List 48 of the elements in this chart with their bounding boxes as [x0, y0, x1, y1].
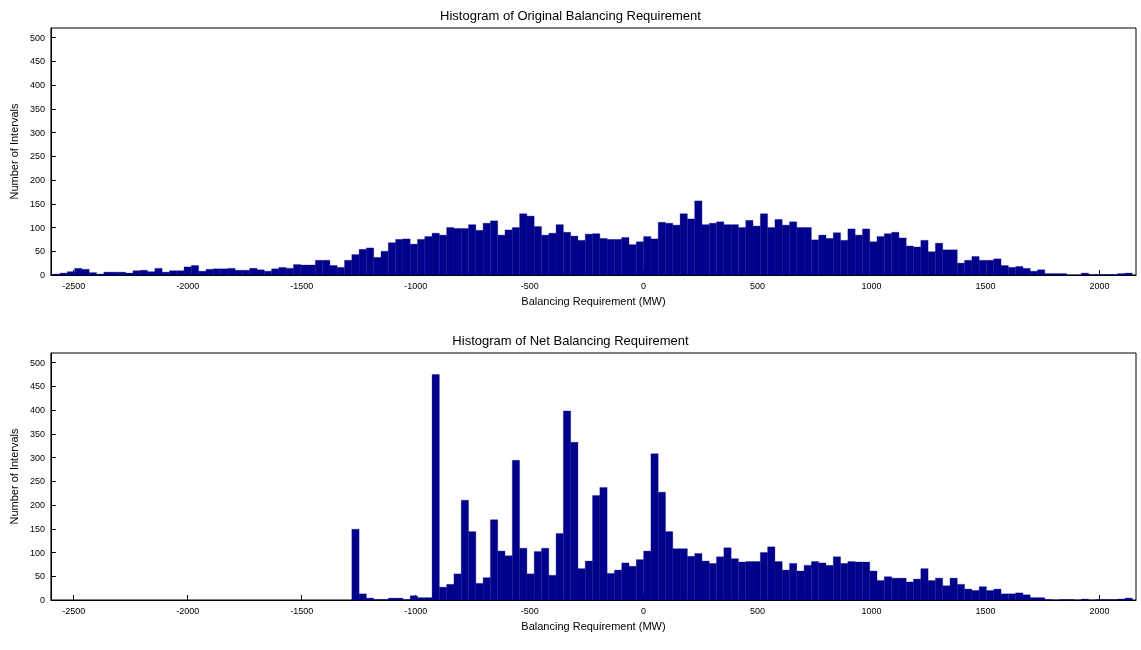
- x-tick-label: -2000: [176, 605, 200, 616]
- y-tick-label: 150: [29, 523, 45, 534]
- y-tick-label: 0: [39, 595, 45, 605]
- x-tick-label: 1000: [861, 280, 882, 291]
- y-tick-label: 100: [29, 222, 45, 233]
- y-tick-label: 400: [29, 405, 45, 415]
- y-tick-label: 250: [29, 476, 45, 487]
- y-tick-label: 450: [29, 381, 45, 392]
- y-tick-label: 400: [29, 80, 45, 90]
- y-axis-title: Number of Intervals: [7, 103, 20, 200]
- x-tick-label: -1500: [290, 280, 314, 291]
- y-tick-label: 150: [29, 198, 45, 209]
- x-axis-title: Balancing Requirement (MW): [521, 619, 666, 632]
- x-tick-label: 0: [641, 605, 647, 616]
- x-tick-label: -500: [520, 280, 539, 291]
- y-tick-label: 200: [29, 500, 45, 510]
- x-tick-label: 500: [750, 280, 766, 291]
- x-tick-label: 500: [750, 605, 766, 616]
- y-tick-label: 200: [29, 175, 45, 185]
- y-tick-label: 50: [34, 571, 45, 582]
- y-tick-label: 250: [29, 151, 45, 162]
- x-tick-label: -500: [520, 605, 539, 616]
- x-tick-label: 2000: [1089, 605, 1110, 616]
- x-tick-label: 1500: [975, 605, 996, 616]
- y-tick-label: 300: [29, 127, 45, 138]
- y-tick-label: 350: [29, 428, 45, 439]
- x-tick-label: -2000: [176, 280, 200, 291]
- chart-title: Histogram of Net Balancing Requirement: [452, 333, 690, 348]
- y-tick-label: 500: [29, 32, 45, 43]
- x-tick-label: 2000: [1089, 280, 1110, 291]
- y-tick-label: 300: [29, 452, 45, 463]
- x-tick-label: -2500: [62, 280, 86, 291]
- x-tick-label: -1500: [290, 605, 314, 616]
- x-axis-title: Balancing Requirement (MW): [521, 294, 666, 307]
- y-tick-label: 500: [29, 357, 45, 368]
- y-axis-title: Number of Intervals: [7, 428, 20, 525]
- x-tick-label: 1500: [975, 280, 996, 291]
- y-tick-label: 50: [34, 246, 45, 257]
- y-tick-label: 100: [29, 547, 45, 558]
- y-tick-label: 0: [39, 270, 45, 280]
- x-tick-label: 1000: [861, 605, 882, 616]
- y-tick-label: 350: [29, 103, 45, 114]
- y-tick-label: 450: [29, 56, 45, 67]
- x-tick-label: 0: [641, 280, 647, 291]
- chart-title: Histogram of Original Balancing Requirement: [440, 8, 702, 23]
- x-tick-label: -2500: [62, 605, 86, 616]
- x-tick-label: -1000: [404, 280, 428, 291]
- x-tick-label: -1000: [404, 605, 428, 616]
